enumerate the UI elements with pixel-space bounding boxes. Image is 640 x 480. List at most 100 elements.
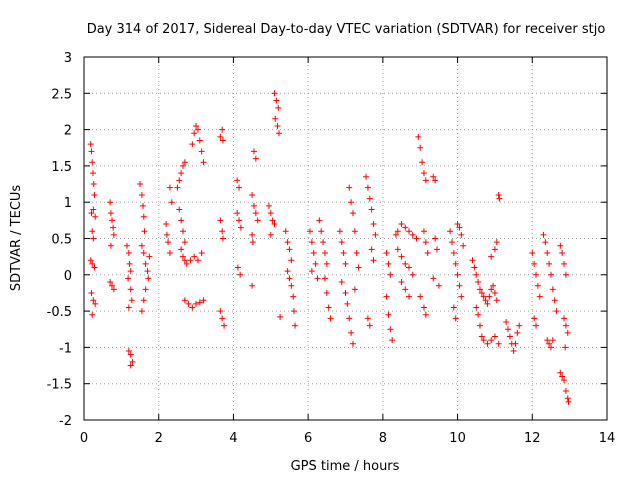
data-point <box>491 246 498 253</box>
data-point <box>491 289 498 296</box>
data-point <box>92 300 99 307</box>
data-point <box>394 228 401 235</box>
data-point <box>127 351 134 358</box>
data-point <box>193 300 200 307</box>
data-point <box>547 271 554 278</box>
x-tick-label: 6 <box>304 431 312 446</box>
data-point <box>480 293 487 300</box>
data-point <box>551 297 558 304</box>
data-point <box>321 250 328 257</box>
data-point <box>448 239 455 246</box>
data-point <box>506 333 513 340</box>
data-point <box>181 159 188 166</box>
data-point <box>456 282 463 289</box>
data-point <box>198 250 205 257</box>
data-point <box>406 228 413 235</box>
data-point <box>562 271 569 278</box>
data-point <box>307 228 314 235</box>
data-point <box>406 264 413 271</box>
data-point <box>370 220 377 227</box>
data-point <box>144 268 151 275</box>
data-point <box>476 286 483 293</box>
data-point <box>191 253 198 260</box>
data-point <box>140 213 147 220</box>
data-point <box>422 239 429 246</box>
data-point <box>349 340 356 347</box>
data-point <box>178 170 185 177</box>
x-axis-ticks: 0 2 4 6 8 10 12 14 <box>80 57 615 446</box>
data-point <box>327 315 334 322</box>
data-point <box>370 257 377 264</box>
data-point <box>269 217 276 224</box>
data-point <box>107 279 114 286</box>
data-point <box>420 228 427 235</box>
data-point <box>316 217 323 224</box>
data-point <box>271 220 278 227</box>
data-point <box>561 260 568 267</box>
data-point <box>488 286 495 293</box>
data-point <box>348 199 355 206</box>
data-point <box>383 293 390 300</box>
data-point <box>406 293 413 300</box>
y-tick-label: 0 <box>64 269 72 284</box>
data-point <box>166 184 173 191</box>
data-point <box>290 293 297 300</box>
data-point <box>536 293 543 300</box>
data-point <box>561 377 568 384</box>
data-point <box>531 315 538 322</box>
data-point <box>409 231 416 238</box>
data-point <box>514 329 521 336</box>
data-point <box>471 264 478 271</box>
data-point <box>542 239 549 246</box>
data-point <box>308 268 315 275</box>
data-point <box>488 337 495 344</box>
y-tick-label: -0.5 <box>47 305 72 320</box>
data-point <box>146 253 153 260</box>
data-point <box>454 220 461 227</box>
data-point <box>138 308 145 315</box>
data-point <box>127 362 134 369</box>
data-point <box>87 257 94 264</box>
data-point <box>547 344 554 351</box>
data-point <box>89 159 96 166</box>
data-point <box>338 279 345 286</box>
data-point <box>562 322 569 329</box>
data-point <box>237 271 244 278</box>
data-point <box>475 279 482 286</box>
x-axis-label: GPS time / hours <box>291 459 400 474</box>
data-point <box>546 260 553 267</box>
data-point <box>219 228 226 235</box>
data-point <box>217 308 224 315</box>
data-point <box>496 195 503 202</box>
data-point <box>495 340 502 347</box>
data-point <box>89 260 96 267</box>
data-point <box>557 369 564 376</box>
data-point <box>88 148 95 155</box>
data-point <box>125 304 132 311</box>
data-point <box>419 159 426 166</box>
data-point <box>325 304 332 311</box>
data-point <box>422 311 429 318</box>
x-tick-label: 14 <box>599 431 616 446</box>
data-point <box>181 257 188 264</box>
data-point <box>430 275 437 282</box>
data-point <box>286 246 293 253</box>
data-point <box>142 286 149 293</box>
data-points <box>87 90 572 405</box>
data-point <box>107 199 114 206</box>
data-point <box>249 282 256 289</box>
data-point <box>91 191 98 198</box>
data-point <box>402 224 409 231</box>
data-point <box>145 275 152 282</box>
data-point <box>366 322 373 329</box>
data-point <box>89 170 96 177</box>
data-point <box>314 275 321 282</box>
data-point <box>310 250 317 257</box>
data-point <box>217 217 224 224</box>
data-point <box>564 329 571 336</box>
data-point <box>88 210 95 217</box>
data-point <box>179 162 186 169</box>
data-point <box>90 235 97 242</box>
data-point <box>288 257 295 264</box>
data-point <box>495 191 502 198</box>
